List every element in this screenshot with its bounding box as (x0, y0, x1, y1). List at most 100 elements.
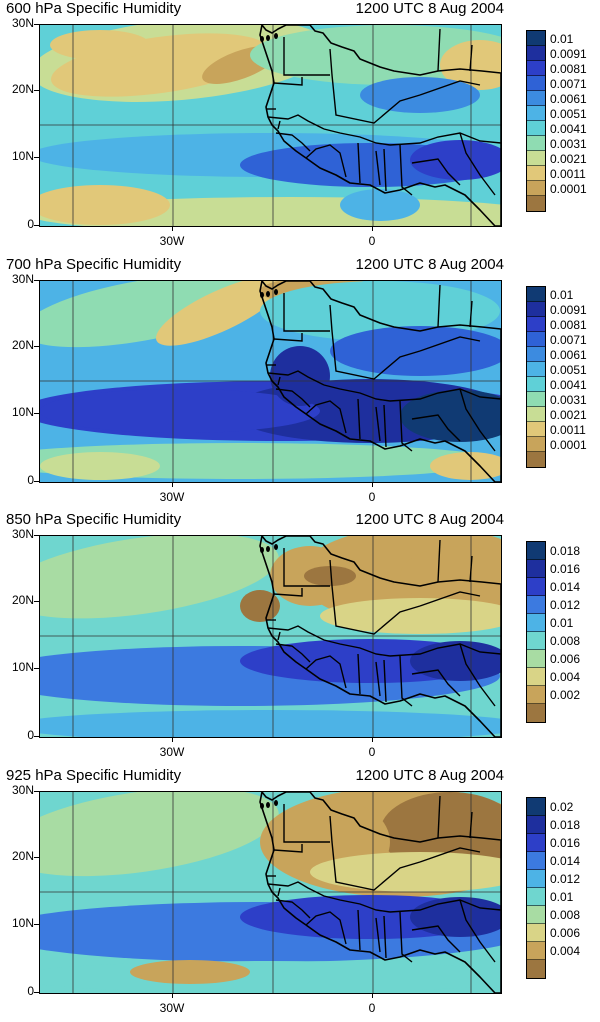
panel-title: 850 hPa Specific Humidity (6, 511, 182, 528)
colorbar-label: 0.012 (550, 598, 581, 612)
colorbar-label: 0.0091 (550, 46, 587, 61)
country-border (437, 795, 441, 839)
colorbar-label: 0.0071 (550, 76, 587, 91)
colorbar (526, 797, 546, 979)
lat-tick (34, 736, 39, 737)
country-border (419, 847, 481, 863)
map-canvas (40, 536, 501, 737)
island (274, 33, 278, 39)
lon-tick (372, 737, 373, 742)
colorbar (526, 286, 546, 468)
country-border (459, 132, 496, 196)
colorbar-label: 0.016 (550, 836, 581, 850)
colorbar-label: 0.0081 (550, 61, 587, 76)
country-border (283, 37, 330, 76)
panel-title: 600 hPa Specific Humidity (6, 0, 182, 17)
country-border (419, 591, 481, 607)
lat-label: 0 (27, 217, 34, 231)
country-border (273, 333, 303, 342)
country-border (399, 144, 413, 196)
lon-label: 0 (368, 1001, 376, 1015)
lat-label: 30N (11, 272, 34, 286)
colorbar-swatch (527, 31, 545, 46)
colorbar-label: 0.014 (550, 580, 581, 594)
colorbar-label: 0.0011 (550, 422, 586, 437)
country-border (267, 114, 325, 130)
country-border (389, 388, 501, 402)
valid-time: 1200 UTC 8 Aug 2004 (355, 767, 504, 784)
country-border (273, 844, 303, 853)
colorbar-swatch (527, 136, 545, 151)
country-border (329, 815, 421, 891)
country-border (275, 388, 311, 408)
map-canvas (40, 25, 501, 226)
country-border (459, 643, 496, 707)
lat-tick (34, 992, 39, 993)
colorbar-swatch (527, 960, 545, 978)
lat-tick (34, 346, 39, 347)
colorbar-label: 0.0031 (550, 392, 587, 407)
country-border (411, 158, 461, 186)
country-border (437, 539, 441, 583)
country-border (419, 80, 481, 96)
lon-label: 0 (368, 745, 376, 759)
colorbar-label: 0.01 (550, 31, 574, 46)
lat-label: 30N (11, 527, 34, 541)
colorbar-label: 0.0081 (550, 317, 587, 332)
panel-925: 925 hPa Specific Humidity 1200 UTC 8 Aug … (0, 767, 600, 1022)
lon-tick (172, 737, 173, 742)
colorbar-swatch (527, 668, 545, 686)
colorbar-swatch (527, 578, 545, 596)
lon-tick (172, 482, 173, 487)
lon-label: 30W (159, 745, 185, 759)
colorbar-label: 0.0061 (550, 91, 587, 106)
lat-label: 10N (11, 660, 34, 674)
island (266, 546, 270, 552)
colorbar-swatch (527, 332, 545, 347)
lon-label: 30W (159, 1001, 185, 1015)
country-border (305, 400, 347, 434)
lat-tick (34, 791, 39, 792)
island (266, 291, 270, 297)
lat-tick (34, 90, 39, 91)
lat-tick (34, 668, 39, 669)
colorbar-label: 0.004 (550, 670, 581, 684)
country-border (411, 925, 461, 953)
country-border (383, 659, 387, 703)
lat-label: 20N (11, 849, 34, 863)
country-border (283, 804, 330, 843)
coastline (259, 281, 501, 482)
colorbar-label: 0.006 (550, 652, 581, 666)
lat-tick (34, 481, 39, 482)
colorbar-swatch (527, 650, 545, 668)
panel-title: 925 hPa Specific Humidity (6, 767, 182, 784)
lat-label: 10N (11, 149, 34, 163)
lon-tick (172, 993, 173, 998)
country-border (383, 404, 387, 448)
island (266, 802, 270, 808)
country-border (399, 911, 413, 963)
colorbar-label: 0.004 (550, 944, 581, 958)
country-border (273, 588, 303, 597)
colorbar-swatch (527, 196, 545, 211)
colorbar-label: 0.0061 (550, 347, 587, 362)
colorbar-label: 0.0031 (550, 136, 587, 151)
country-border (375, 661, 381, 697)
colorbar-label: 0.01 (550, 287, 574, 302)
colorbar-label: 0.002 (550, 688, 581, 702)
colorbar-label: 0.02 (550, 800, 574, 814)
humidity-map (39, 535, 502, 738)
lon-tick (372, 482, 373, 487)
colorbar-swatch (527, 852, 545, 870)
colorbar-swatch (527, 91, 545, 106)
country-border (357, 653, 361, 695)
island (274, 544, 278, 550)
map-canvas (40, 281, 501, 482)
country-border (357, 909, 361, 951)
country-border (267, 370, 325, 386)
lat-tick (34, 280, 39, 281)
colorbar (526, 30, 546, 212)
country-border (275, 643, 311, 663)
country-border (329, 304, 421, 380)
colorbar-swatch (527, 377, 545, 392)
